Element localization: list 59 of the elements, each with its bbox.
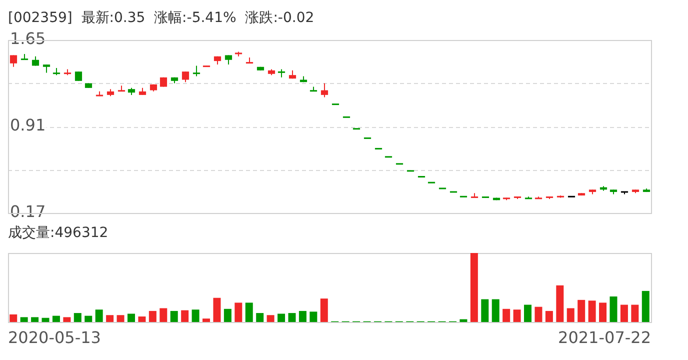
bar xyxy=(610,296,618,322)
bar xyxy=(213,298,221,322)
bar xyxy=(160,308,168,322)
bar xyxy=(192,310,200,322)
bar xyxy=(320,298,328,322)
bar xyxy=(278,314,286,322)
y-tick-label: 0.91 xyxy=(10,116,46,135)
bar xyxy=(524,304,532,322)
bar xyxy=(202,318,210,322)
candlestick xyxy=(320,82,328,98)
bar xyxy=(95,310,103,322)
bar xyxy=(534,306,542,322)
candlestick xyxy=(192,65,201,77)
bar xyxy=(234,302,242,322)
bar xyxy=(599,302,607,322)
bar xyxy=(116,315,124,322)
bar xyxy=(566,308,574,322)
bar xyxy=(106,315,114,322)
bar xyxy=(545,310,553,322)
bar xyxy=(513,310,521,322)
candlestick xyxy=(74,71,82,82)
bar xyxy=(578,300,586,322)
bar xyxy=(10,314,18,322)
bar xyxy=(310,312,318,322)
bar xyxy=(298,310,306,322)
bar xyxy=(631,304,639,322)
bar xyxy=(620,304,628,322)
bar xyxy=(148,310,156,322)
bar xyxy=(492,299,500,322)
bar xyxy=(181,310,189,322)
bar xyxy=(20,317,28,322)
text: 2021-07-22 xyxy=(558,328,651,348)
bar xyxy=(460,319,468,322)
bar xyxy=(74,313,82,322)
bar xyxy=(588,300,596,322)
bar xyxy=(52,316,60,322)
bar xyxy=(470,253,478,322)
bar xyxy=(127,314,135,322)
bar xyxy=(138,316,146,322)
candlestick xyxy=(10,54,18,68)
bar xyxy=(170,310,178,322)
chart-title: 成交量:496312 xyxy=(8,224,108,242)
bar xyxy=(224,308,232,322)
bar xyxy=(42,318,50,322)
bar xyxy=(481,299,489,322)
bar xyxy=(245,302,253,322)
bar xyxy=(63,317,71,322)
candlestick xyxy=(182,71,190,83)
bar xyxy=(256,313,264,322)
bar xyxy=(266,315,274,322)
bar xyxy=(31,317,39,322)
text: 2020-05-13 xyxy=(8,328,101,348)
bar xyxy=(642,290,650,322)
bar xyxy=(84,316,92,322)
bar xyxy=(502,308,510,322)
bar xyxy=(556,285,564,322)
bar xyxy=(288,313,296,322)
candlestick xyxy=(224,54,232,66)
chart-title: [002359] 最新:0.35 涨幅:-5.41% 涨跌:-0.02 xyxy=(8,9,314,27)
